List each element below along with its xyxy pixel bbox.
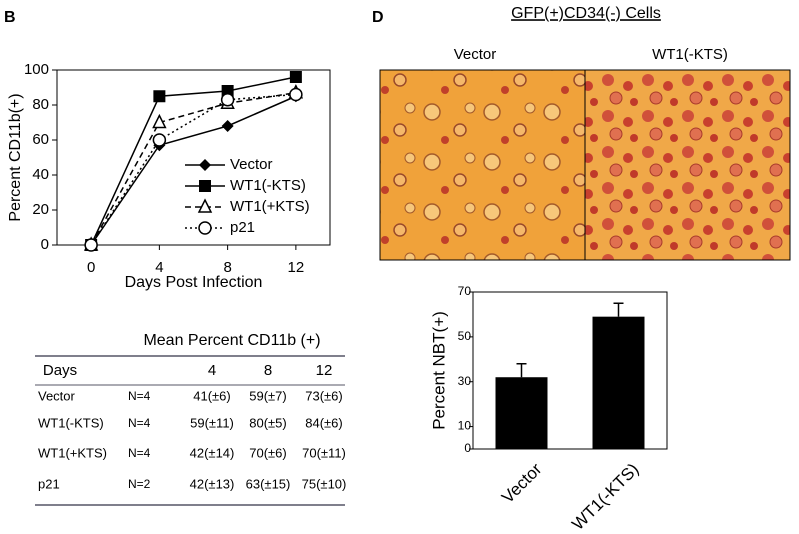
table-cell: Vector xyxy=(38,388,76,403)
table-cell: 59(±11) xyxy=(190,415,234,430)
x-tick-label: 12 xyxy=(288,259,305,276)
error-bar xyxy=(516,363,527,378)
micrograph xyxy=(379,69,586,261)
bar xyxy=(495,377,548,449)
error-bar xyxy=(613,302,624,317)
legend-label: Vector xyxy=(230,156,273,173)
images-title: GFP(+)CD34(-) Cells xyxy=(511,5,661,22)
y-tick-label: 40 xyxy=(32,166,49,183)
legend-marker xyxy=(199,159,211,171)
panel-label: B xyxy=(4,9,16,26)
marker xyxy=(289,71,302,83)
y-tick-label: 0 xyxy=(41,236,49,253)
table-cell: 42(±13) xyxy=(190,476,235,491)
table-cell: N=4 xyxy=(128,446,151,460)
y-tick-label: 30 xyxy=(458,374,472,388)
table-cell: WT1(-KTS) xyxy=(38,415,104,430)
y-tick-label: 50 xyxy=(458,329,472,343)
image-label: WT1(-KTS) xyxy=(652,46,728,63)
table-cell: 80(±5) xyxy=(249,415,286,430)
x-tick-label: 4 xyxy=(155,259,163,276)
x-axis-label: Days Post Infection xyxy=(125,274,263,291)
y-axis-label: Percent CD11b(+) xyxy=(7,93,24,221)
table-cell: 84(±6) xyxy=(305,415,342,430)
table-cell: 41(±6) xyxy=(193,388,230,403)
table-cell: 73(±6) xyxy=(305,388,342,403)
series-line xyxy=(90,76,297,246)
bar xyxy=(592,316,645,449)
legend-marker xyxy=(198,221,212,235)
x-tick-label: 8 xyxy=(223,259,231,276)
series-line xyxy=(90,92,296,246)
image-label: Vector xyxy=(454,46,497,63)
marker xyxy=(289,87,303,102)
table-title: Mean Percent CD11b (+) xyxy=(143,332,320,349)
y-tick-label: 80 xyxy=(32,96,49,113)
marker xyxy=(153,90,166,103)
y-tick-label: 70 xyxy=(458,284,472,298)
marker xyxy=(84,238,98,252)
table-cell: N=4 xyxy=(128,389,151,403)
x-tick-label: 0 xyxy=(87,259,95,276)
panel-label: D xyxy=(372,9,384,26)
series-line xyxy=(90,95,297,246)
marker xyxy=(221,120,234,132)
table-cell: 42(±14) xyxy=(190,445,235,460)
y-tick-label: 10 xyxy=(458,419,472,433)
table-cell: 63(±15) xyxy=(246,476,291,491)
legend-label: WT1(-KTS) xyxy=(230,177,306,194)
table-header: Days xyxy=(43,362,77,379)
plot-frame xyxy=(472,291,668,450)
y-tick-label: 0 xyxy=(464,441,471,455)
legend-marker xyxy=(197,198,213,213)
table-cell: 70(±6) xyxy=(249,445,286,460)
table-cell: p21 xyxy=(38,476,60,491)
micrograph xyxy=(584,69,791,261)
legend-label: p21 xyxy=(230,219,255,236)
table-cell: 75(±10) xyxy=(302,476,347,491)
table-cell: N=2 xyxy=(128,477,151,491)
table-cell: 59(±7) xyxy=(249,388,286,403)
x-tick-label: WT1(-KTS) xyxy=(568,460,642,534)
marker xyxy=(220,93,235,107)
legend-marker xyxy=(199,180,211,192)
table-cell: WT1(+KTS) xyxy=(38,445,107,460)
table-cell: 70(±11) xyxy=(302,445,346,460)
table-header: 12 xyxy=(316,362,333,379)
legend-label: WT1(+KTS) xyxy=(230,198,310,215)
plot-frame xyxy=(56,69,331,246)
table-cell: N=4 xyxy=(128,416,151,430)
table-header: 4 xyxy=(208,362,216,379)
y-tick-label: 20 xyxy=(32,201,49,218)
y-axis-label: Percent NBT(+) xyxy=(429,311,448,430)
table-header: 8 xyxy=(264,362,272,379)
marker xyxy=(152,113,167,129)
x-tick-label: Vector xyxy=(498,459,546,507)
y-tick-label: 60 xyxy=(32,131,49,148)
y-tick-label: 100 xyxy=(24,61,49,78)
marker xyxy=(152,133,167,147)
